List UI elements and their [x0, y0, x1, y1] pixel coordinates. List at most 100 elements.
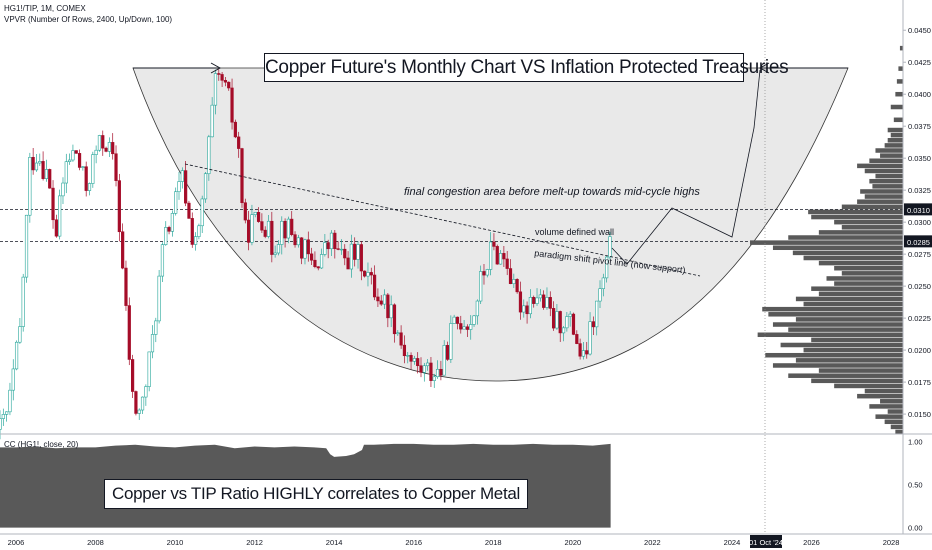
candle-body — [210, 104, 214, 138]
volume-bar — [896, 79, 903, 84]
candle-body — [329, 232, 334, 250]
candle-body — [270, 220, 274, 255]
volume-bar — [869, 158, 903, 164]
candle-body — [177, 181, 181, 193]
time-tick-label: 2010 — [167, 538, 184, 547]
volume-bar — [772, 363, 903, 368]
title-annotation-box: Copper Future's Monthly Chart VS Inflati… — [264, 53, 789, 82]
candle-body — [465, 326, 470, 330]
volume-bar — [841, 225, 903, 230]
candle-body — [548, 297, 552, 309]
candle-body — [575, 334, 579, 344]
candle-body — [117, 180, 121, 233]
volume-bar — [893, 117, 903, 123]
candle-body — [197, 225, 201, 237]
candle-body — [323, 242, 327, 255]
candle-body — [386, 294, 390, 319]
candle-body — [306, 239, 310, 255]
candle-body — [538, 294, 542, 299]
cc-tick-label: 1.00 — [908, 437, 923, 446]
candle-body — [326, 242, 330, 250]
candle-body — [38, 161, 42, 164]
candle-body — [101, 135, 105, 149]
volume-bar — [860, 189, 903, 194]
candle-body — [68, 159, 72, 162]
candle-body — [81, 166, 85, 168]
cup-shape — [132, 67, 849, 382]
candle-body — [376, 296, 380, 302]
candle-body — [505, 258, 509, 269]
volume-bar — [887, 127, 903, 133]
candle-body — [48, 169, 52, 189]
volume-bar — [872, 184, 903, 189]
candle-body — [227, 81, 231, 89]
candle-body — [492, 241, 496, 247]
candle-body — [595, 300, 599, 328]
time-tick-label: 2006 — [8, 538, 25, 547]
candle-body — [223, 80, 228, 83]
candle-body — [475, 300, 479, 317]
candle-body — [243, 202, 247, 221]
volume-bar — [811, 337, 903, 343]
candle-body — [230, 87, 234, 123]
candle-body — [452, 316, 456, 324]
candle-body — [455, 316, 460, 324]
candle-body — [1, 414, 5, 419]
candle-body — [34, 162, 39, 171]
candle-body — [114, 153, 118, 181]
candle-body — [426, 362, 430, 367]
volume-bar — [890, 424, 903, 430]
volume-bar — [864, 388, 903, 394]
candle-body — [64, 161, 68, 184]
candle-body — [366, 272, 370, 277]
candle-body — [28, 157, 32, 216]
candle-body — [469, 324, 473, 330]
right-arrow-head — [758, 62, 770, 74]
candle-body — [24, 214, 29, 278]
volume-bar — [875, 148, 903, 153]
candle-body — [14, 341, 19, 370]
candle-body — [310, 253, 314, 261]
candle-body — [187, 202, 191, 219]
candle-body — [74, 150, 78, 154]
volume-bar — [811, 286, 903, 291]
cc-tick-label: 0.00 — [908, 524, 923, 533]
candle-body — [601, 277, 605, 289]
candle-body — [449, 323, 453, 360]
annotation-drawings — [133, 0, 848, 534]
volume-bar — [834, 281, 903, 286]
candle-body — [240, 148, 244, 204]
candle-body — [439, 368, 443, 376]
volume-bar — [857, 163, 903, 169]
candle-body — [41, 161, 45, 179]
volume-bar — [834, 383, 903, 389]
volume-bar — [818, 260, 903, 266]
candle-body — [472, 315, 476, 325]
price-tick-label: 0.0250 — [908, 282, 931, 291]
volume-bar — [841, 204, 903, 210]
candle-body — [170, 213, 174, 232]
candle-body — [61, 182, 65, 197]
candle-body — [535, 297, 539, 304]
candle-body — [203, 173, 208, 200]
time-tick-label: 2020 — [564, 538, 581, 547]
candle-body — [495, 246, 499, 265]
volume-bar — [788, 235, 903, 240]
volume-bar — [811, 378, 903, 384]
time-tick-label: 2018 — [485, 538, 502, 547]
candle-body — [552, 308, 556, 329]
candle-body — [532, 297, 536, 304]
time-tick-label: 2008 — [87, 538, 104, 547]
level-label-bg — [904, 203, 932, 216]
candle-body — [300, 237, 304, 259]
candle-body — [58, 195, 62, 237]
volume-bar — [788, 373, 903, 378]
volume-bar — [818, 291, 903, 297]
price-tick-label: 0.0375 — [908, 122, 931, 131]
candle-body — [266, 220, 271, 237]
volume-bar — [818, 368, 903, 373]
volume-bar — [869, 178, 903, 184]
volume-bar — [795, 317, 903, 322]
candle-body — [174, 191, 178, 214]
candle-body — [21, 276, 25, 327]
